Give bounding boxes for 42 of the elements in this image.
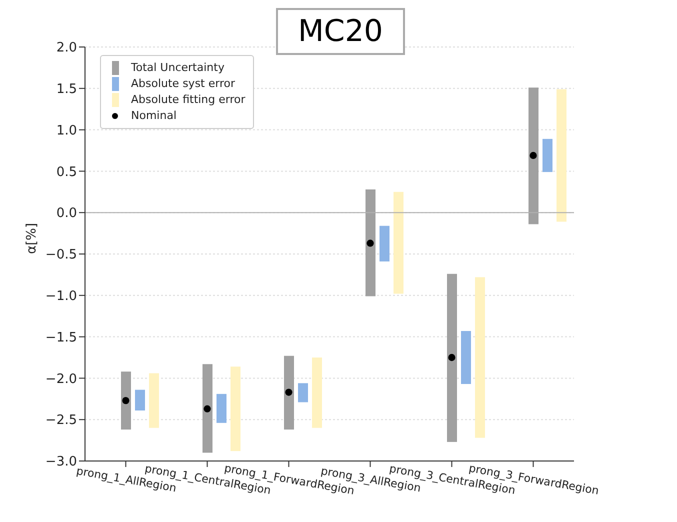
bar <box>298 383 308 402</box>
bar <box>475 277 485 438</box>
point <box>122 396 130 404</box>
bar <box>380 226 390 262</box>
y-tick-label: −0.5 <box>45 248 77 263</box>
legend-label: Nominal <box>131 108 176 124</box>
point <box>204 405 211 412</box>
bar <box>284 356 294 430</box>
bar <box>216 394 226 423</box>
y-axis-title: α[%] <box>24 222 40 254</box>
y-tick-label: 2.0 <box>56 40 77 56</box>
y-tick-label: −2.5 <box>45 413 77 428</box>
y-tick-label: −1.0 <box>45 289 77 304</box>
bar <box>528 88 538 224</box>
point <box>448 354 456 362</box>
chart-title: MC20 <box>298 14 384 49</box>
bar <box>394 192 404 294</box>
bar <box>312 358 322 428</box>
y-tick-label: 0.5 <box>56 164 77 180</box>
bar <box>135 390 145 410</box>
y-tick-label: 1.5 <box>56 82 77 98</box>
y-tick-label: 1.0 <box>56 123 77 138</box>
y-tick-label: 0.0 <box>56 206 77 222</box>
bar <box>447 274 457 442</box>
title-frame: MC20 <box>276 8 406 55</box>
point <box>530 152 537 160</box>
y-tick-label: −1.5 <box>45 330 77 346</box>
point <box>285 388 292 396</box>
y-tick-label: −2.0 <box>45 372 77 387</box>
bar <box>149 373 159 428</box>
legend-label: Absolute syst error <box>131 76 235 92</box>
legend-label: Total Uncertainty <box>131 60 224 76</box>
bar <box>366 189 376 296</box>
bar <box>542 138 552 172</box>
y-tick-label: −3.0 <box>45 454 77 470</box>
bar <box>230 366 240 452</box>
bar <box>461 331 471 384</box>
bar <box>121 372 131 430</box>
bar <box>556 89 566 222</box>
point <box>366 240 374 247</box>
legend-label: Absolute fitting error <box>131 92 246 108</box>
bar <box>202 364 212 453</box>
